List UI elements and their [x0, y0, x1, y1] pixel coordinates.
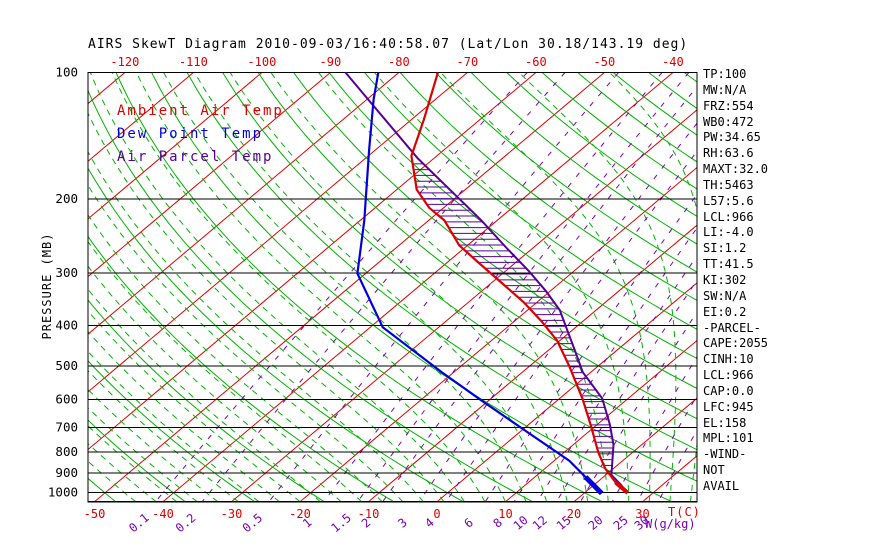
mixing-ratio-tick: 1.5 — [328, 511, 354, 536]
top-axis-tick: -100 — [247, 55, 276, 69]
chart-title: AIRS SkewT Diagram 2010-09-03/16:40:58.0… — [88, 37, 689, 52]
mixing-ratio-tick: 1 — [300, 515, 315, 530]
top-axis-tick: -80 — [388, 55, 410, 69]
stat-line: CAPE:2055 — [703, 336, 769, 351]
bottom-axis-tick: -20 — [289, 507, 311, 521]
pressure-tick: 200 — [55, 191, 78, 206]
dewpoint-curve — [356, 72, 603, 495]
stat-line: L57:5.6 — [703, 193, 754, 208]
bottom-axis-tick: -10 — [358, 507, 380, 521]
stat-line: WB0:472 — [703, 114, 754, 129]
pressure-tick: 700 — [55, 419, 78, 434]
mixing-ratio-tick: 25 — [611, 513, 631, 533]
stat-line: FRZ:554 — [703, 98, 754, 113]
stat-line: LI:-4.0 — [703, 225, 754, 240]
top-axis-tick: -70 — [457, 55, 479, 69]
stat-line: CINH:10 — [703, 352, 754, 367]
pressure-tick: 900 — [55, 465, 78, 480]
bottom-axis-tick: -50 — [84, 507, 106, 521]
mixing-ratio-tick: 0.1 — [126, 511, 152, 536]
bottom-axis-tick: 30 — [635, 507, 649, 521]
stats-panel: TP:100 MW:N/A FRZ:554 WB0:472 PW:34.65 RH:63.… — [703, 67, 768, 495]
ambient-surface-marker — [614, 480, 630, 495]
top-axis-tick: -40 — [662, 55, 684, 69]
pressure-grid-lines — [87, 71, 698, 503]
top-axis-tick: -50 — [594, 55, 616, 69]
stat-line: TP:100 — [703, 67, 747, 81]
stat-line: LCL:966 — [703, 209, 754, 224]
temp-axis-label: T(C) — [668, 505, 701, 519]
pressure-tick: 300 — [55, 265, 78, 280]
mixing-ratio-axis-label: W(g/kg) — [645, 517, 696, 531]
bottom-axis-tick: 10 — [498, 507, 512, 521]
stat-line: TH:5463 — [703, 177, 754, 192]
top-axis-tick: -90 — [320, 55, 342, 69]
legend-item: Air Parcel Temp — [117, 149, 274, 165]
pressure-tick: 500 — [55, 358, 78, 373]
pressure-tick: 400 — [55, 317, 78, 332]
moist-adiabat-lines — [88, 72, 697, 502]
stat-line: SI:1.2 — [703, 241, 747, 256]
mixing-ratio-lines — [155, 72, 697, 502]
pressure-axis-label: PRESSURE (MB) — [40, 232, 54, 340]
stat-line: TT:41.5 — [703, 257, 754, 272]
pressure-tick: 600 — [55, 391, 78, 406]
stat-line: MPL:101 — [703, 431, 754, 446]
stat-line: AVAIL — [703, 478, 740, 493]
stat-line: CAP:0.0 — [703, 383, 754, 398]
bottom-axis-tick: -30 — [221, 507, 243, 521]
bottom-axis-tick: -40 — [152, 507, 174, 521]
stat-line: RH:63.6 — [703, 146, 754, 161]
dry-adiabat-lines — [88, 72, 697, 502]
stat-line: -WIND- — [703, 447, 747, 462]
mixing-ratio-tick: 6 — [461, 515, 476, 530]
stat-line: LCL:966 — [703, 368, 754, 383]
stat-line: EI:0.2 — [703, 304, 747, 319]
stat-line: PW:34.65 — [703, 130, 761, 145]
stat-line: EL:158 — [703, 415, 747, 430]
stat-line: -PARCEL- — [703, 320, 761, 335]
stat-line: LFC:945 — [703, 399, 754, 414]
bottom-axis-tick: 0 — [433, 507, 440, 521]
top-axis-tick: -120 — [110, 55, 139, 69]
stat-line: MW:N/A — [703, 82, 747, 97]
cape-hatch-area — [412, 163, 614, 472]
mixing-ratio-tick: 20 — [586, 513, 606, 533]
dewpoint-surface-marker — [583, 475, 604, 496]
legend-item: Dew Point Temp — [117, 126, 264, 142]
mixing-ratio-tick: 12 — [530, 513, 550, 533]
stat-line: MAXT:32.0 — [703, 162, 769, 177]
sounding-curves — [344, 71, 630, 496]
bottom-axis-tick: 20 — [567, 507, 581, 521]
legend: Ambient Air Temp Dew Point Temp Air Parcel… — [117, 100, 284, 169]
stat-line: KI:302 — [703, 272, 747, 287]
pressure-tick: 800 — [55, 444, 78, 459]
top-axis-tick: -60 — [525, 55, 547, 69]
pressure-tick: 100 — [55, 65, 78, 80]
legend-item: Ambient Air Temp — [117, 103, 284, 119]
mixing-ratio-tick: 10 — [511, 513, 531, 533]
pressure-tick: 1000 — [48, 484, 78, 499]
stat-line: NOT — [703, 463, 725, 478]
mixing-ratio-tick: 3 — [395, 515, 410, 530]
mixing-ratio-tick: 0.2 — [173, 511, 199, 536]
parcel-temp-curve — [344, 71, 627, 493]
mixing-ratio-tick: 0.5 — [240, 511, 266, 536]
ambient-temp-curve — [410, 72, 629, 494]
top-axis-tick: -110 — [179, 55, 208, 69]
stat-line: SW:N/A — [703, 288, 747, 303]
